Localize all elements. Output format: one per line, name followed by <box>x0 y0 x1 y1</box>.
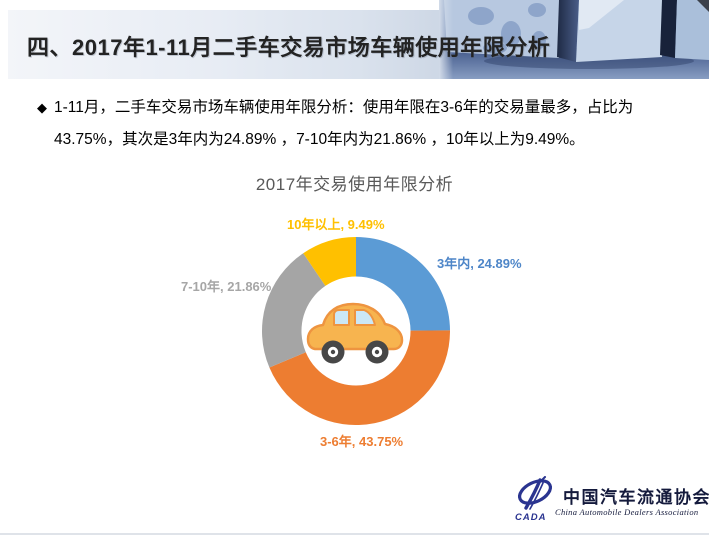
car-body <box>306 302 404 351</box>
donut-slice-7-10年 <box>262 253 326 368</box>
cube-dark-edge <box>557 0 579 62</box>
car-illustration <box>306 302 404 364</box>
header-cubes-graphic <box>439 0 709 79</box>
association-name-en: China Automobile Dealers Association <box>555 507 699 517</box>
donut-slice-3-6年 <box>269 330 450 425</box>
cada-acronym: CADA <box>515 512 546 522</box>
label-3-6yr: 3-6年, 43.75% <box>320 434 404 449</box>
bullet-diamond-icon: ◆ <box>37 100 47 115</box>
cube-highlight <box>579 0 624 30</box>
world-map-overlay <box>468 3 546 54</box>
cube-gap-shadow <box>660 0 677 58</box>
summary-bullet: ◆ 1-11月，二手车交易市场车辆使用年限分析：使用年限在3-6年的交易量最多，… <box>37 92 687 156</box>
summary-line-1: 1-11月，二手车交易市场车辆使用年限分析：使用年限在3-6年的交易量最多，占比… <box>54 99 634 116</box>
label-7-10yr: 7-10年, 21.86% <box>181 279 272 294</box>
association-name-cn: 中国汽车流通协会 <box>563 488 709 507</box>
car-wheel-rear <box>321 340 345 364</box>
left-blend <box>439 0 453 79</box>
slide-bottom-edge <box>0 533 709 535</box>
label-10plus: 10年以上, 9.49% <box>287 217 385 232</box>
car-rear-window <box>333 309 350 326</box>
corner-dark <box>697 0 709 12</box>
cada-logo-icon: CADA <box>515 476 553 522</box>
summary-line-2: 43.75%，其次是3年内为24.89% ，7-10年内为21.86% ，10年… <box>54 131 585 148</box>
donut-slice-3年内 <box>356 237 450 331</box>
label-3yr: 3年内, 24.89% <box>437 256 522 271</box>
page-title: 四、2017年1-11月二手车交易市场车辆使用年限分析 <box>27 35 551 60</box>
donut-chart <box>262 237 450 425</box>
car-windshield <box>354 309 376 326</box>
donut-slice-10年以上 <box>303 237 356 286</box>
cube-face-right <box>675 0 709 60</box>
chart-title: 2017年交易使用年限分析 <box>255 175 454 194</box>
car-wheel-front <box>365 340 389 364</box>
summary-text: 1-11月，二手车交易市场车辆使用年限分析：使用年限在3-6年的交易量最多，占比… <box>54 92 633 156</box>
